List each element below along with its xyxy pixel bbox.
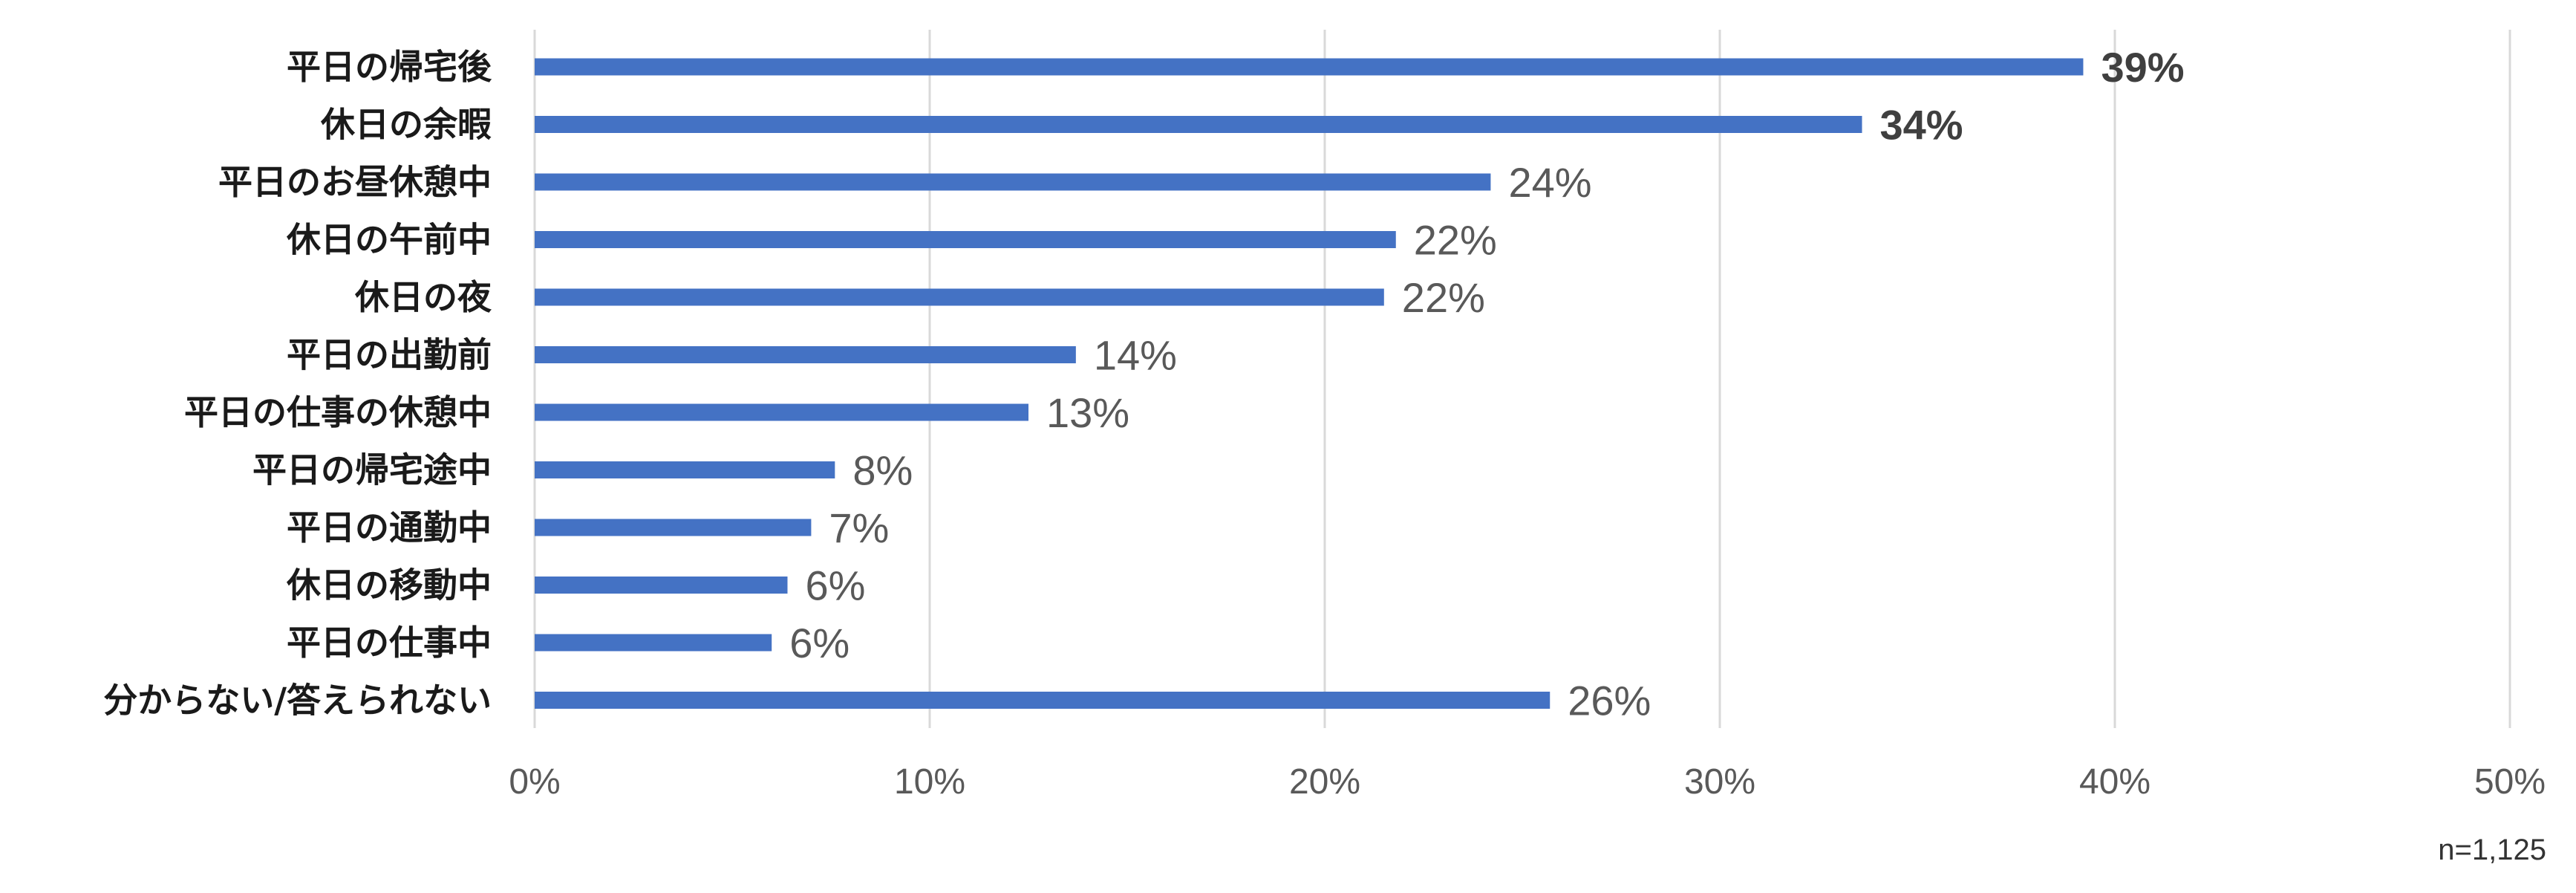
bars [535,58,2084,709]
category-label: 平日のお昼休憩中 [218,162,492,202]
x-tick-labels: 0% 10% 20% 30% 40% 50% [509,762,2546,802]
data-label: 7% [829,504,889,551]
category-label: 休日の夜 [354,277,492,317]
bar [535,634,772,652]
bar [535,346,1076,363]
category-label: 休日の午前中 [286,220,492,260]
data-label: 26% [1568,678,1651,724]
bar [535,519,812,536]
category-label: 平日の帰宅後 [287,47,492,87]
category-label: 休日の余暇 [320,105,492,145]
data-labels: 39%34%24%22%22%14%13%8%7%6%6%26% [789,44,2184,724]
category-label: 平日の仕事中 [287,623,492,663]
x-tick-label: 30% [1684,762,1755,802]
bar [535,58,2084,76]
gridlines [533,30,2511,728]
bar [535,288,1384,306]
data-label: 8% [852,447,913,494]
category-label: 平日の通勤中 [287,507,492,548]
category-label: 平日の帰宅途中 [252,450,492,490]
category-label: 休日の移動中 [286,565,492,605]
data-label: 6% [805,562,865,609]
x-tick-label: 10% [894,762,965,802]
bar [535,116,1862,133]
category-label: 平日の出勤前 [287,335,492,375]
x-tick-label: 0% [509,762,560,802]
data-label: 14% [1094,332,1177,379]
data-label: 6% [789,620,850,666]
data-label: 24% [1508,159,1591,206]
data-label: 22% [1414,217,1497,264]
data-label: 39% [2101,44,2184,91]
x-tick-label: 40% [2079,762,2151,802]
category-label: 分からない/答えられない [103,681,492,721]
bar [535,461,835,478]
x-tick-label: 20% [1289,762,1360,802]
bar [535,577,788,594]
data-label: 22% [1402,274,1485,321]
data-label: 13% [1046,389,1129,436]
sample-size-note: n=1,125 [2438,834,2546,866]
data-label: 34% [1880,102,1963,149]
category-label: 平日の仕事の休憩中 [184,392,492,432]
x-tick-label: 50% [2474,762,2546,802]
bar [535,692,1551,709]
bar [535,173,1491,191]
bar [535,403,1028,421]
bar [535,231,1396,248]
category-labels: 平日の帰宅後休日の余暇平日のお昼休憩中休日の午前中休日の夜平日の出勤前平日の仕事… [103,47,492,721]
